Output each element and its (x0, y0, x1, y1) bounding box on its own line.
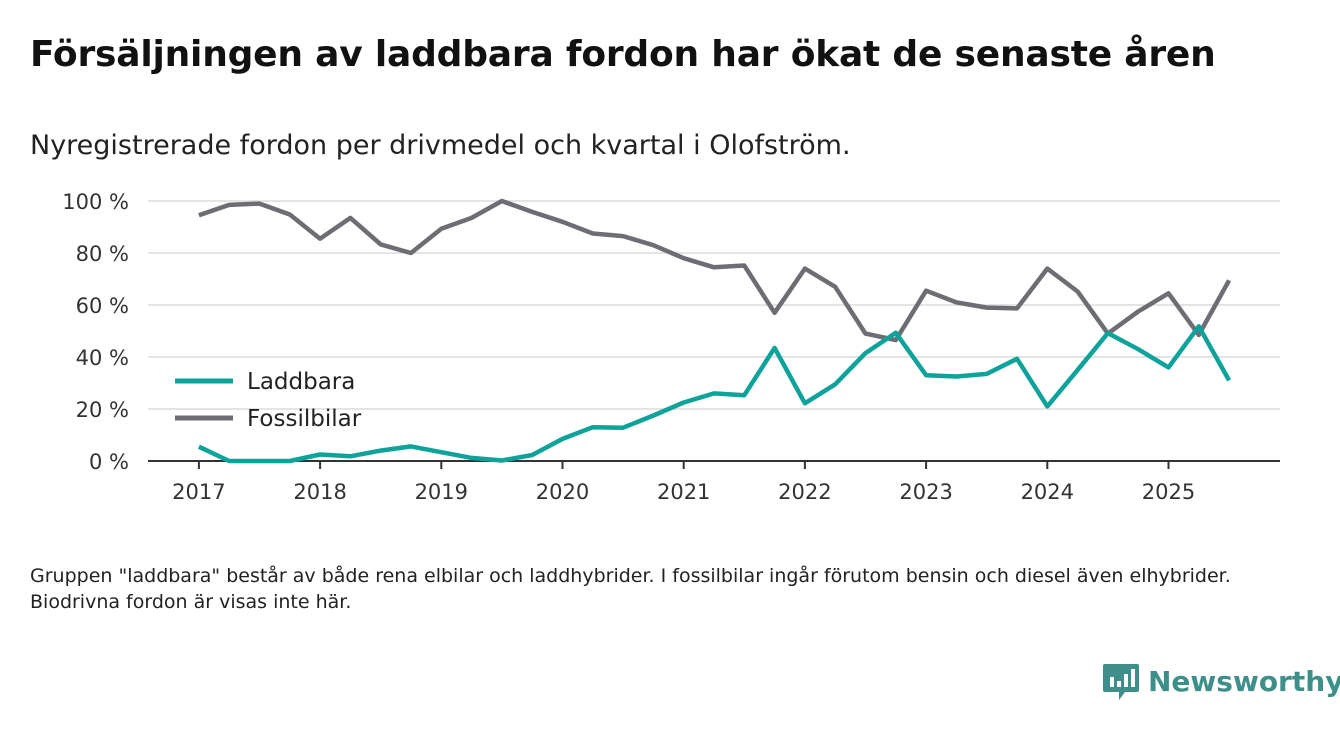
footnote: Gruppen "laddbara" består av både rena e… (30, 565, 1231, 613)
x-tick-label: 2020 (536, 480, 589, 504)
legend-label-laddbara: Laddbara (247, 369, 355, 395)
x-tick-label: 2022 (778, 480, 831, 504)
y-tick-label: 100 % (62, 190, 129, 214)
x-tick-label: 2023 (899, 480, 952, 504)
brand-name: Newsworthy (1148, 664, 1340, 698)
chart-title: Försäljningen av laddbara fordon har öka… (30, 34, 1216, 75)
x-tick-label: 2019 (415, 480, 468, 504)
y-tick-label: 80 % (76, 242, 129, 266)
y-tick-label: 60 % (76, 294, 129, 318)
x-tick-label: 2025 (1142, 480, 1195, 504)
series-line-laddbara (197, 324, 1232, 464)
chart-subtitle: Nyregistrerade fordon per drivmedel och … (30, 130, 851, 161)
y-tick-label: 40 % (76, 346, 129, 370)
legend-label-fossilbilar: Fossilbilar (247, 406, 362, 432)
brand-logo[interactable]: Newsworthy (1102, 660, 1340, 702)
x-tick-label: 2017 (172, 480, 225, 504)
x-tick-label: 2021 (657, 480, 710, 504)
y-tick-label: 0 % (89, 450, 129, 474)
series-line-fossilbilar (198, 198, 1232, 343)
x-tick-label: 2024 (1021, 480, 1074, 504)
y-tick-label: 20 % (76, 398, 129, 422)
line-chart: 0 % 20 % 40 % 60 % 80 % 100 % 2017 2018 2019 2020… (62, 190, 1280, 504)
x-tick-label: 2018 (293, 480, 346, 504)
newsworthy-logo-icon (1103, 664, 1139, 700)
